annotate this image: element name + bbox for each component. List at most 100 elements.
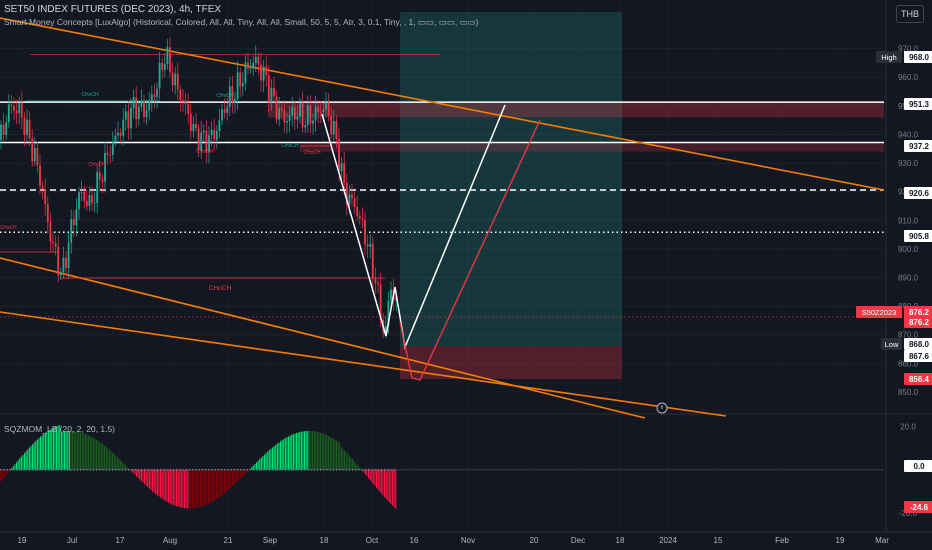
squeeze-dot	[313, 468, 315, 471]
momentum-bar	[353, 460, 355, 470]
candle-body	[145, 110, 148, 118]
squeeze-dot	[204, 468, 207, 471]
price-tick-label: 960.0	[898, 73, 919, 82]
momentum-bar	[155, 469, 157, 495]
momentum-bar	[264, 454, 266, 470]
choch-label: CHoCH	[81, 92, 99, 98]
price-badge-tag	[856, 306, 902, 318]
momentum-bar	[166, 469, 168, 502]
candle-body	[304, 125, 307, 128]
squeeze-dot	[73, 468, 75, 471]
squeeze-dot	[224, 468, 226, 471]
candle-body	[286, 121, 288, 123]
momentum-bar	[171, 469, 173, 505]
momentum-bar	[132, 469, 134, 474]
momentum-bar	[336, 440, 338, 470]
momentum-bar	[38, 438, 40, 470]
currency-button[interactable]: THB	[896, 5, 924, 23]
symbol-title[interactable]: SET50 INDEX FUTURES (DEC 2023), 4h, TFEX	[4, 4, 222, 15]
momentum-bar	[259, 459, 261, 470]
time-tick-label: 18	[616, 536, 625, 545]
squeeze-dot	[51, 468, 53, 471]
candle-body	[301, 102, 304, 128]
squeeze-dot	[192, 468, 194, 471]
candle-body	[257, 56, 260, 65]
momentum-bar	[251, 467, 253, 470]
squeeze-dot	[28, 468, 31, 471]
squeeze-dot	[188, 468, 191, 471]
momentum-bar	[112, 452, 114, 470]
candle-body	[197, 128, 200, 151]
candle-body	[135, 97, 138, 120]
momentum-bar	[339, 442, 341, 470]
momentum-bar	[347, 453, 349, 470]
momentum-bar	[17, 460, 19, 470]
squeeze-dot	[384, 468, 386, 471]
momentum-bar	[385, 469, 387, 499]
price-badge	[904, 338, 932, 350]
candle-body	[262, 66, 265, 81]
price-badge-value: 968.0	[909, 53, 930, 62]
momentum-bar	[296, 432, 298, 470]
indicator-legend[interactable]: Smart Money Concepts [LuxAlgo] (Historic…	[4, 17, 479, 27]
momentum-bar	[163, 469, 165, 500]
momentum-bar	[83, 433, 85, 470]
momentum-bar	[193, 469, 195, 509]
candle-body	[278, 108, 281, 120]
candle-body	[109, 154, 112, 156]
momentum-bar	[28, 447, 30, 470]
momentum-bar	[78, 431, 80, 470]
momentum-bar	[340, 447, 342, 470]
candle-body	[306, 105, 309, 126]
momentum-bar	[121, 461, 123, 470]
momentum-bar	[92, 437, 94, 470]
squeeze-dot	[9, 468, 11, 471]
candle-body	[33, 147, 36, 162]
momentum-bar	[80, 432, 82, 470]
momentum-bar	[97, 440, 99, 470]
momentum-bar	[224, 469, 226, 494]
candle-body	[330, 115, 333, 135]
candle-body	[80, 192, 83, 193]
candle-body	[184, 100, 187, 105]
momentum-bar	[30, 445, 32, 470]
time-tick-label: 19	[836, 536, 845, 545]
momentum-bar	[332, 438, 334, 470]
momentum-bar	[313, 431, 315, 470]
momentum-bar	[208, 469, 210, 504]
momentum-bar	[116, 457, 118, 470]
momentum-bar	[41, 435, 43, 470]
squeeze-dot	[326, 468, 328, 471]
momentum-bar	[195, 469, 197, 508]
supply-zone	[268, 102, 884, 118]
oscillator-legend[interactable]: SQZMOM_LB (20, 2, 20, 1.5)	[4, 424, 116, 434]
momentum-bar	[387, 469, 389, 501]
squeeze-dot	[214, 468, 216, 471]
momentum-bar	[190, 469, 192, 509]
momentum-bar	[62, 431, 64, 470]
trendline	[0, 257, 646, 419]
candle-body	[366, 244, 369, 247]
candle-body	[353, 198, 356, 207]
momentum-bar	[379, 469, 381, 492]
candle-body	[299, 102, 301, 117]
squeeze-dot	[329, 468, 331, 471]
squeeze-dot	[368, 468, 370, 471]
squeeze-dot	[41, 468, 43, 471]
time-tick-label: 21	[224, 536, 233, 545]
momentum-bar	[225, 469, 227, 492]
price-badge-tag-label: High	[881, 53, 896, 62]
momentum-bar	[219, 469, 221, 497]
candle-body	[283, 110, 286, 123]
momentum-bar	[230, 469, 232, 488]
candle-body	[182, 100, 184, 102]
candle-body	[169, 47, 171, 73]
squeeze-dot	[345, 468, 347, 471]
momentum-bar	[350, 457, 352, 470]
squeeze-dot	[348, 468, 351, 471]
trendline	[0, 17, 885, 191]
momentum-bar	[272, 447, 274, 470]
squeeze-dot	[92, 468, 95, 471]
squeeze-dot	[265, 468, 267, 471]
